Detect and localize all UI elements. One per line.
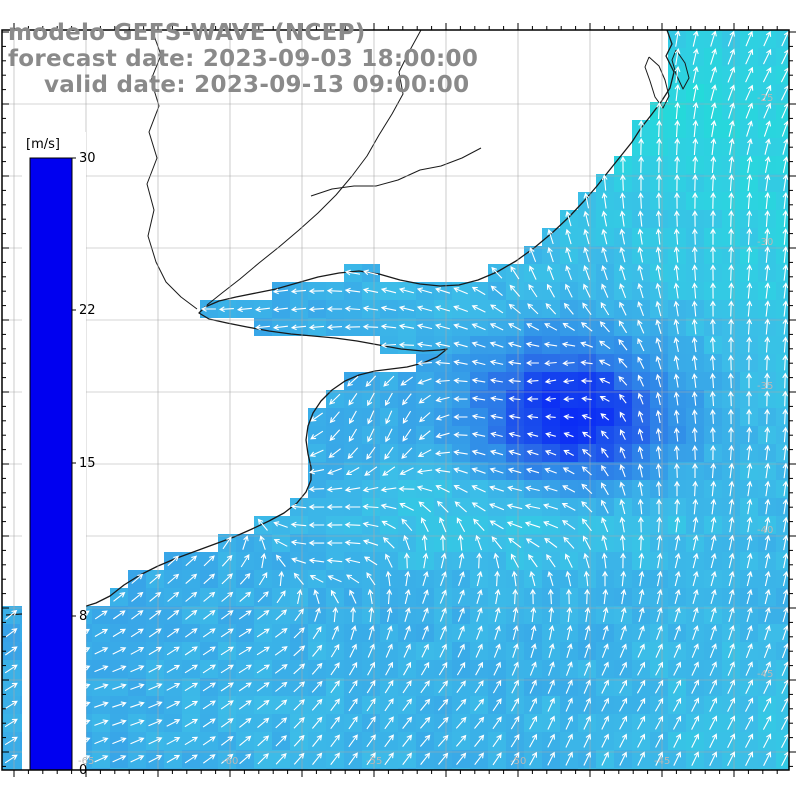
lon-label: -50 xyxy=(510,756,526,767)
colorbar-tick-label: 30 xyxy=(79,151,96,166)
lat-label: -25 xyxy=(757,93,773,104)
river-border-line xyxy=(644,56,670,109)
model-title: modelo GEFS-WAVE (NCEP) xyxy=(8,20,366,46)
river-border-line xyxy=(206,30,422,306)
colorbar-tick-label: 22 xyxy=(79,303,96,318)
forecast-date: forecast date: 2023-09-03 18:00:00 xyxy=(8,46,479,72)
colorbar-gradient xyxy=(29,157,73,771)
graticule-labels: -25 -30 -35 -40 -45 -65 -60 -55 -50 -45 xyxy=(78,93,773,767)
lat-label: -30 xyxy=(757,237,773,248)
colorbar-tick-label: 8 xyxy=(79,609,87,624)
river-border-line xyxy=(671,49,690,90)
coastline xyxy=(5,30,690,616)
lat-label: -35 xyxy=(757,381,773,392)
lon-label: -65 xyxy=(78,756,94,767)
wind-speed-cells xyxy=(2,30,789,770)
valid-date: valid date: 2023-09-13 09:00:00 xyxy=(44,72,470,98)
lat-label: -45 xyxy=(757,669,773,680)
plot-frame xyxy=(1,23,796,777)
lon-label: -45 xyxy=(654,756,670,767)
colorbar-tick-label: 15 xyxy=(79,456,96,471)
lon-label: -55 xyxy=(366,756,382,767)
lon-label: -60 xyxy=(222,756,238,767)
colorbar-unit-label: [m/s] xyxy=(26,137,60,152)
lat-label: -40 xyxy=(757,525,773,536)
river-border-line xyxy=(310,147,482,197)
river-border-line xyxy=(146,30,198,310)
